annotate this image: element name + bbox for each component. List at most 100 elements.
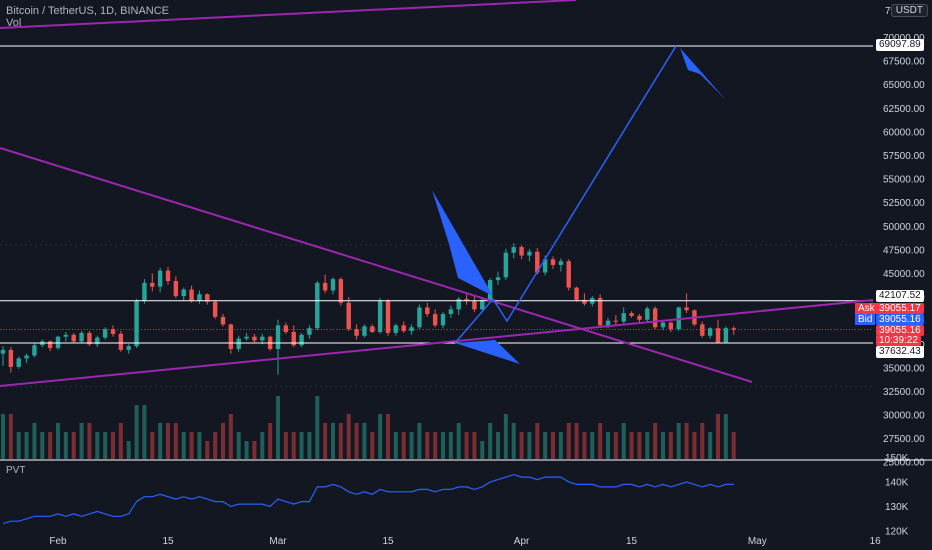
candle-body [370,326,375,332]
candle-body [165,270,171,282]
volume-bar [613,432,618,459]
volume-bar [700,423,705,459]
time-axis-tick: Mar [269,536,287,547]
candle-body [480,299,485,310]
candle-body [110,329,116,334]
ask-price-tag: 39055.17 [876,303,924,314]
pvt-axis-tick: 120K [885,527,909,538]
chart-grid [0,244,873,388]
candle-body [47,341,53,349]
candle-body [283,325,289,332]
volume-bar [173,423,178,459]
candle-body [150,282,155,287]
candle-body [637,315,642,320]
resistance-price-tag: 42107.52 [876,290,924,302]
volume-bar [323,423,328,459]
volume-bar [503,414,508,459]
descending-trendline [0,147,753,383]
candle-body [597,297,603,326]
volume-bar [723,414,728,459]
currency-badge[interactable]: USDT [890,4,928,17]
candle-body [723,328,729,343]
volume-bar [283,432,288,459]
volume-bar [8,414,13,459]
volume-bar [433,432,438,459]
candle-body [629,313,634,316]
volume-bar [653,423,658,459]
volume-label[interactable]: Vol [6,17,22,29]
arrow-down-marker [432,190,493,296]
candle-body [244,336,249,339]
price-axis-tick: 27500.00 [883,434,925,445]
volume-bar [95,432,100,459]
volume-bar [393,432,398,459]
volume-bar [213,432,218,459]
ascending-trendline [0,299,874,387]
candle-body [715,328,721,343]
candle-body [189,289,194,301]
price-axis-tick: 55000.00 [883,175,925,186]
candle-body [275,325,281,349]
symbol-title[interactable]: Bitcoin / TetherUS, 1D, BINANCE [6,5,170,17]
volume-bar [63,432,68,459]
candle-body [315,282,320,329]
volume-bar [150,432,155,459]
volume-bar [574,423,579,459]
volume-bar [566,423,571,459]
candle-body [87,332,92,345]
projection-drawing[interactable] [432,45,726,364]
candle-body [32,345,37,356]
symbol-legend[interactable]: Bitcoin / TetherUS, 1D, BINANCE Vol [6,5,169,29]
pvt-axis-tick: 130K [885,502,909,513]
volume-bar [346,414,351,459]
pvt-label[interactable]: PVT [6,465,26,476]
price-axis-tick: 30000.00 [883,411,925,422]
arrow-left-marker [455,340,520,364]
volume-bar [291,432,296,459]
candle-body [393,325,399,333]
volume-bar [386,414,390,459]
time-axis-tick: 15 [626,536,638,547]
price-axis-tick: 50000.00 [883,222,925,233]
price-axis-tick: 67500.00 [883,57,925,68]
volume-bar [16,432,21,459]
trendlines[interactable] [0,0,874,387]
volume-bar [134,405,139,459]
volume-bar [684,423,689,459]
bid-price-tag: 39055.16 [876,314,924,325]
volume-bar [488,423,493,459]
time-axis-tick: Feb [49,536,67,547]
volume-bar [448,432,453,459]
volume-bar [558,432,563,459]
candle-body [197,294,202,301]
volume-bar [362,423,367,459]
volume-bar [40,432,45,459]
volume-bar [645,432,650,459]
candle-body [212,301,218,317]
arrow-up-marker [680,48,726,100]
time-axis-tick: 15 [382,536,394,547]
candle-body [503,252,509,278]
candle-body [322,282,328,291]
volume-bar [401,432,406,459]
price-axis-tick: 52500.00 [883,198,925,209]
pvt-axis-tick: 140K [885,478,909,489]
candle-body [464,298,469,301]
price-axis-tick: 25000.00 [883,458,925,469]
volume-bar [307,432,312,459]
horizontal-levels[interactable] [0,45,873,344]
candle-body [700,324,705,336]
candle-body [71,334,76,342]
volume-bar [244,441,249,459]
volume-bar [71,432,76,459]
volume-bar [708,432,713,459]
projection-path [454,45,677,344]
volume-bar [582,432,587,459]
time-axis[interactable]: Feb15Mar15Apr15May16Jun15Jul18Aug [49,536,932,547]
volume-bar [126,441,131,459]
volume-bar [331,423,335,459]
price-axis[interactable]: 70000.00 67500.00 65000.00 62500.00 60000.00… [883,33,925,538]
candle-body [63,334,69,337]
volume-bar [629,432,634,459]
